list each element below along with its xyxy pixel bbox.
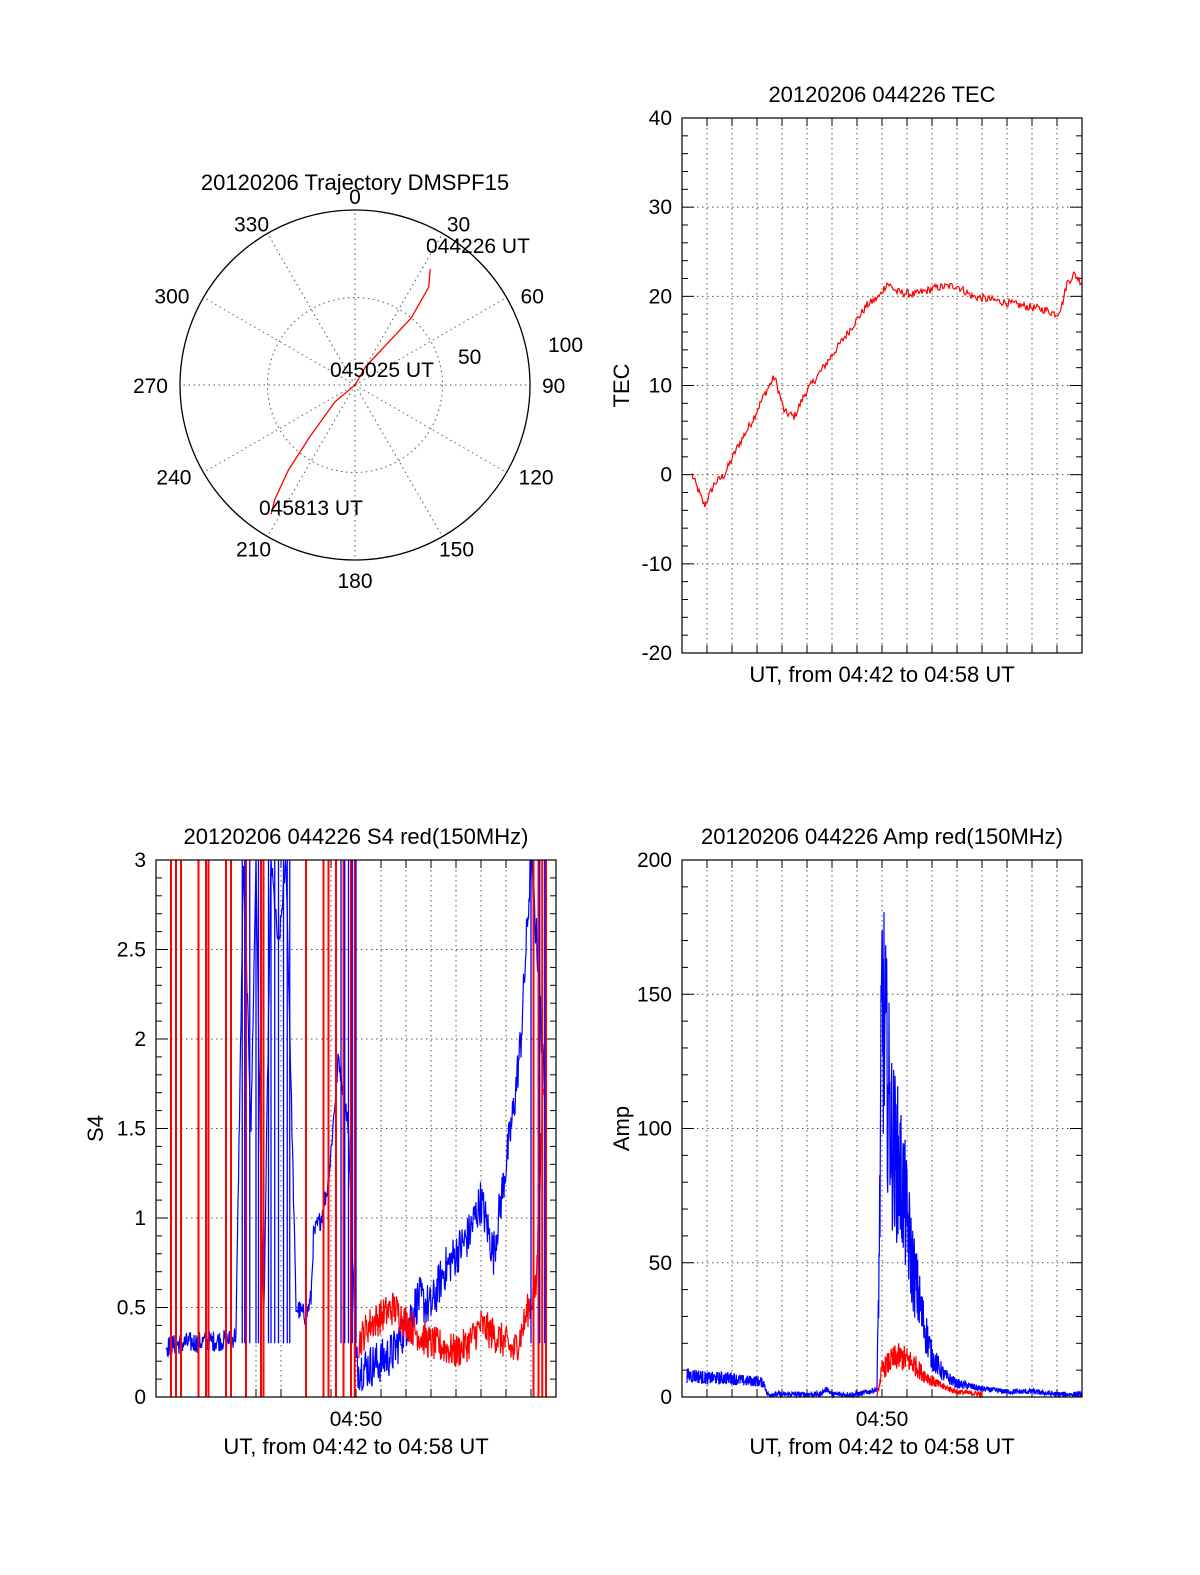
polar-spoke bbox=[354, 384, 443, 537]
tec-x-axis-label: UT, from 04:42 to 04:58 UT bbox=[749, 662, 1014, 687]
y-tick-label: 40 bbox=[649, 107, 672, 130]
y-tick-label: 0.5 bbox=[117, 1297, 146, 1320]
y-tick-label: 30 bbox=[649, 196, 672, 219]
polar-spoke bbox=[203, 297, 356, 386]
trajectory-title: 20120206 Trajectory DMSPF15 bbox=[201, 170, 509, 195]
y-tick-label: 150 bbox=[637, 983, 672, 1006]
polar-angle-label: 30 bbox=[447, 213, 470, 236]
polar-angle-label: 330 bbox=[234, 213, 269, 236]
polar-angle-label: 120 bbox=[519, 467, 554, 490]
y-tick-label: -10 bbox=[642, 553, 672, 576]
y-tick-label: 3 bbox=[134, 849, 146, 872]
tec-axes-frame bbox=[681, 117, 1083, 654]
s4-axes-frame bbox=[155, 859, 557, 1398]
polar-angle-label: 240 bbox=[156, 467, 191, 490]
polar-radius-label: 100 bbox=[548, 334, 583, 357]
polar-angle-label: 0 bbox=[349, 186, 361, 209]
polar-angle-label: 300 bbox=[154, 286, 189, 309]
y-tick-label: 10 bbox=[649, 375, 672, 398]
y-tick-label: 0 bbox=[660, 1386, 672, 1409]
polar-angle-label: 150 bbox=[439, 539, 474, 562]
y-tick-label: -20 bbox=[642, 642, 672, 665]
y-tick-label: 50 bbox=[649, 1252, 672, 1275]
s4-panel: 0 0.5 1 1.5 2 2.5 3 20120206 044226 S4 red(150M… bbox=[83, 824, 557, 1459]
trajectory-start-label: 044226 UT bbox=[426, 235, 530, 258]
y-tick-label: 20 bbox=[649, 285, 672, 308]
x-tick-label: 04:50 bbox=[856, 1408, 909, 1431]
polar-spoke bbox=[354, 297, 507, 386]
polar-ring-50 bbox=[267, 297, 443, 473]
polar-spoke bbox=[267, 233, 356, 386]
polar-radius-label: 50 bbox=[458, 346, 481, 369]
polar-angle-label: 210 bbox=[236, 539, 271, 562]
polar-angle-label: 180 bbox=[337, 570, 372, 593]
polar-spoke bbox=[267, 384, 356, 537]
polar-spoke bbox=[203, 384, 356, 473]
s4-y-axis-label: S4 bbox=[83, 1115, 108, 1142]
amp-x-axis-label: UT, from 04:42 to 04:58 UT bbox=[749, 1434, 1014, 1459]
tec-panel: -20 -10 0 10 20 30 40 20120206 044226 TEC UT, fr… bbox=[609, 82, 1083, 687]
polar-spoke bbox=[354, 384, 507, 473]
y-tick-label: 0 bbox=[134, 1386, 146, 1409]
s4-title: 20120206 044226 S4 red(150MHz) bbox=[184, 824, 529, 849]
y-tick-label: 1.5 bbox=[117, 1118, 146, 1141]
polar-angle-label: 60 bbox=[521, 286, 544, 309]
amp-y-axis-label: Amp bbox=[609, 1106, 634, 1151]
trajectory-panel: 0 30 60 90 120 150 180 210 240 270 300 330 50 100 0442… bbox=[133, 170, 583, 593]
amp-axes-frame bbox=[681, 859, 1083, 1398]
y-tick-label: 0 bbox=[660, 464, 672, 487]
y-tick-label: 200 bbox=[637, 849, 672, 872]
y-tick-label: 2.5 bbox=[117, 939, 146, 962]
polar-angle-label: 270 bbox=[133, 375, 168, 398]
trajectory-end-label: 045813 UT bbox=[259, 497, 363, 520]
tec-title: 20120206 044226 TEC bbox=[768, 82, 995, 107]
amp-title: 20120206 044226 Amp red(150MHz) bbox=[701, 824, 1063, 849]
amp-series-red bbox=[876, 1343, 983, 1399]
tec-series-red bbox=[691, 270, 1083, 508]
tec-y-axis-label: TEC bbox=[609, 363, 634, 407]
trajectory-line-red bbox=[270, 269, 431, 515]
polar-ring-100 bbox=[179, 209, 531, 561]
amp-series-blue bbox=[686, 912, 1083, 1400]
s4-series-red bbox=[357, 1088, 545, 1368]
polar-angle-label: 90 bbox=[542, 375, 565, 398]
y-tick-label: 100 bbox=[637, 1118, 672, 1141]
amp-panel: 0 50 100 150 200 20120206 044226 Amp red(150M… bbox=[609, 824, 1083, 1459]
y-tick-label: 1 bbox=[134, 1207, 146, 1230]
s4-series-blue bbox=[165, 859, 547, 1392]
polar-spoke bbox=[354, 233, 443, 386]
s4-x-axis-label: UT, from 04:42 to 04:58 UT bbox=[223, 1434, 488, 1459]
x-tick-label: 04:50 bbox=[330, 1408, 383, 1431]
y-tick-label: 2 bbox=[134, 1028, 146, 1051]
trajectory-mid-label: 045025 UT bbox=[330, 359, 434, 382]
